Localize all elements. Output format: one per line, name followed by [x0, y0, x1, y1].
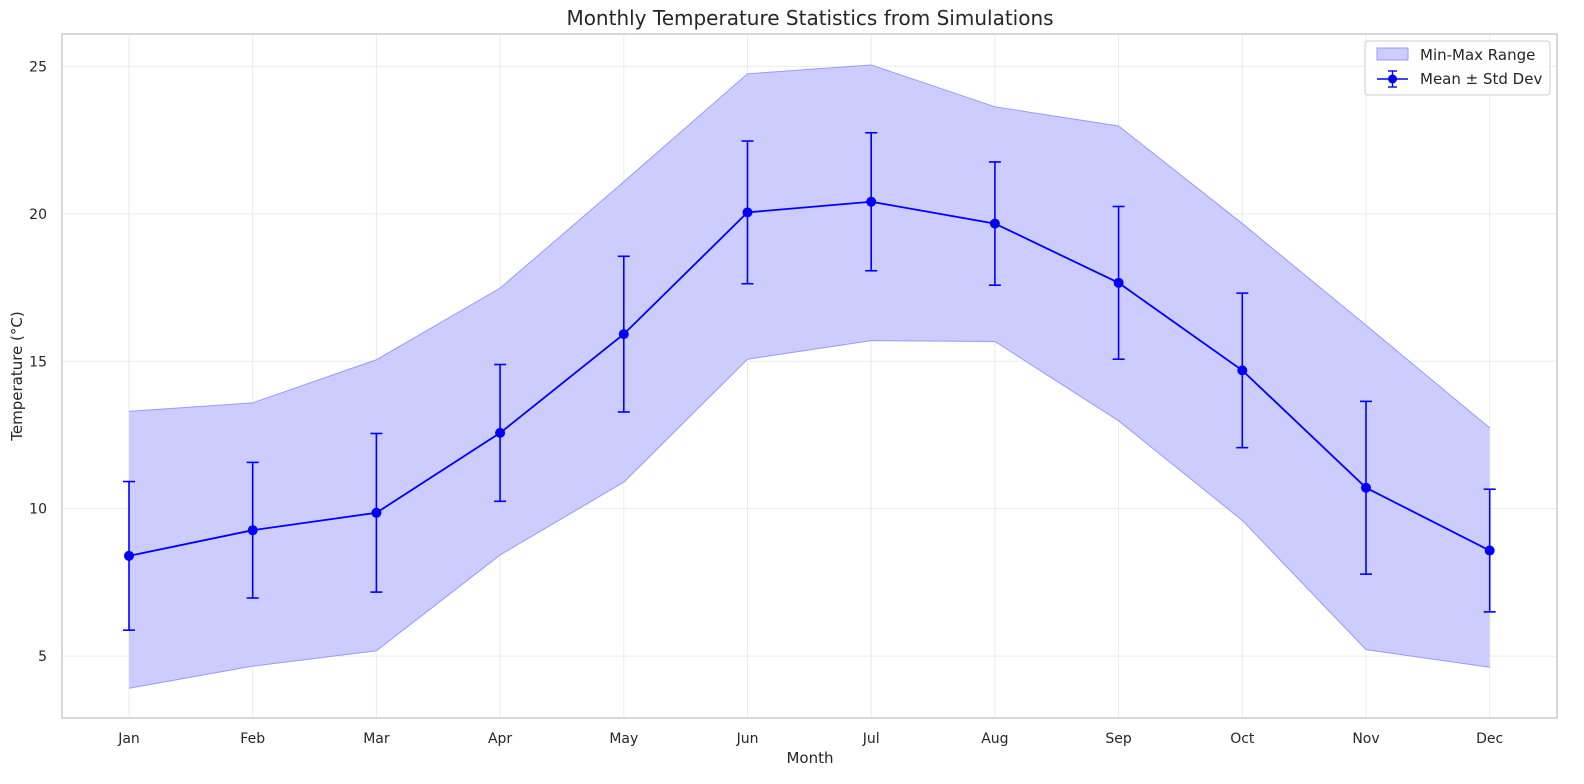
mean-point-dec [1484, 545, 1495, 556]
y-tick-label-10: 10 [29, 502, 47, 518]
mean-point-jan [124, 550, 134, 561]
mean-line [128, 200, 1491, 557]
x-tick-label-mar: Mar [363, 731, 390, 747]
x-tick-label-jan: Jan [117, 731, 140, 747]
legend-swatch-band [1376, 47, 1409, 61]
min-max-range-upper-edge [128, 64, 1491, 429]
y-tick-labels: 5 10 15 20 25 [29, 59, 47, 665]
y-axis-label: Temperature (°C) [8, 311, 26, 441]
x-tick-label-sep: Sep [1105, 731, 1132, 747]
mean-point-apr [495, 427, 506, 438]
mean-point-may [618, 329, 629, 340]
x-tick-label-dec: Dec [1476, 731, 1503, 747]
x-axis-label: Month [786, 749, 833, 767]
x-tick-label-jun: Jun [736, 731, 759, 747]
x-tick-label-may: May [609, 731, 638, 747]
x-tick-label-jul: Jul [862, 731, 880, 747]
x-tick-label-aug: Aug [981, 731, 1008, 747]
x-tick-label-oct: Oct [1230, 731, 1255, 747]
legend-label-mean: Mean ± Std Dev [1420, 70, 1542, 88]
y-tick-label-15: 15 [29, 354, 47, 370]
mean-point-feb [247, 525, 258, 536]
x-tick-label-feb: Feb [240, 731, 265, 747]
y-tick-label-5: 5 [38, 649, 47, 665]
legend-label-band: Min-Max Range [1420, 46, 1535, 64]
mean-point-jun [742, 207, 753, 218]
y-tick-label-20: 20 [29, 207, 47, 223]
y-tick-label-25: 25 [29, 59, 47, 75]
min-max-range-lower-edge [128, 340, 1490, 689]
chart-title: Monthly Temperature Statistics from Simu… [566, 6, 1053, 30]
x-tick-labels: Jan Feb Mar Apr May Jun Jul Aug Sep Oct Nov Dec [117, 731, 1503, 747]
mean-point-aug [989, 218, 1000, 229]
mean-line-path [128, 200, 1491, 557]
plot-frame [61, 33, 1558, 719]
mean-point-mar [371, 507, 382, 518]
legend: Min-Max Range Mean ± Std Dev [1364, 40, 1551, 96]
min-max-range-area [129, 64, 1490, 689]
mean-point-jul [866, 196, 877, 207]
mean-point-nov [1361, 482, 1371, 493]
mean-points [124, 196, 1495, 561]
x-tick-label-nov: Nov [1352, 731, 1379, 747]
legend-box [1364, 40, 1551, 96]
x-tick-label-apr: Apr [488, 731, 512, 747]
legend-swatch-marker [1388, 74, 1397, 84]
mean-point-sep [1113, 277, 1124, 288]
min-max-band [128, 64, 1491, 689]
mean-point-oct [1237, 365, 1248, 376]
